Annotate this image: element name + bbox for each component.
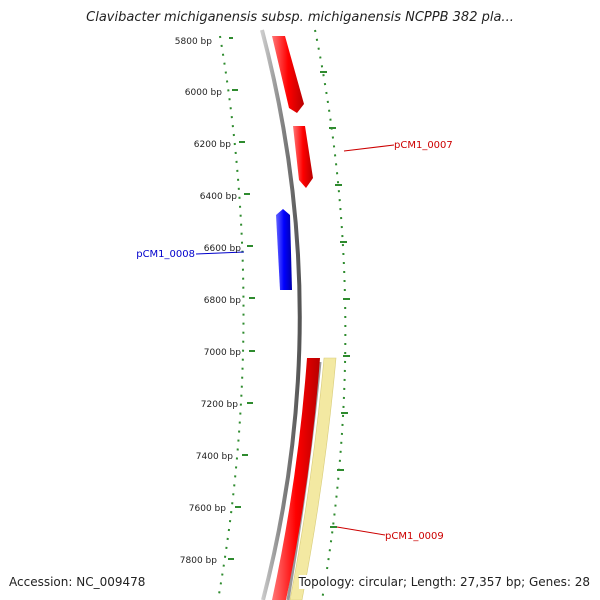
tick-label: 7800 bp [180, 556, 217, 566]
tick-label: 6600 bp [204, 244, 241, 254]
map-title: Clavibacter michiganensis subsp. michiga… [86, 10, 514, 25]
tick-label: 6800 bp [204, 296, 241, 306]
tick-label: 6200 bp [194, 140, 231, 150]
tick-label: 5800 bp [175, 37, 212, 47]
tick-label: 7600 bp [189, 504, 226, 514]
callout-line-pCM1_0008 [195, 251, 245, 255]
callout-line-pCM1_0009 [336, 526, 386, 536]
topology-summary: Topology: circular; Length: 27,357 bp; G… [298, 575, 590, 589]
tick-label: 7400 bp [196, 452, 233, 462]
gene-label-pCM1_0008[interactable]: pCM1_0008 [136, 249, 195, 260]
gene-label-pCM1_0009[interactable]: pCM1_0009 [385, 531, 444, 542]
tick-ring-right [314, 29, 347, 600]
tick-ring-left [217, 35, 245, 600]
tick-label: 6400 bp [200, 192, 237, 202]
gene-arrow-pCM1_0008 [276, 209, 292, 290]
tick-marks-left [228, 37, 255, 560]
gene-arrow-pCM1_0007 [293, 126, 313, 188]
highlight-region [289, 357, 337, 600]
tick-marks-right [320, 71, 350, 585]
tick-label: 7000 bp [204, 348, 241, 358]
gene-label-pCM1_0007[interactable]: pCM1_0007 [394, 140, 453, 151]
callout-line-pCM1_0007 [343, 144, 395, 152]
tick-label: 6000 bp [185, 88, 222, 98]
gene-arrow-top [272, 36, 304, 113]
gene-arrow-pCM1_0009 [272, 358, 320, 600]
accession-text: Accession: NC_009478 [9, 575, 146, 589]
tick-label: 7200 bp [201, 400, 238, 410]
backbone [260, 29, 302, 600]
